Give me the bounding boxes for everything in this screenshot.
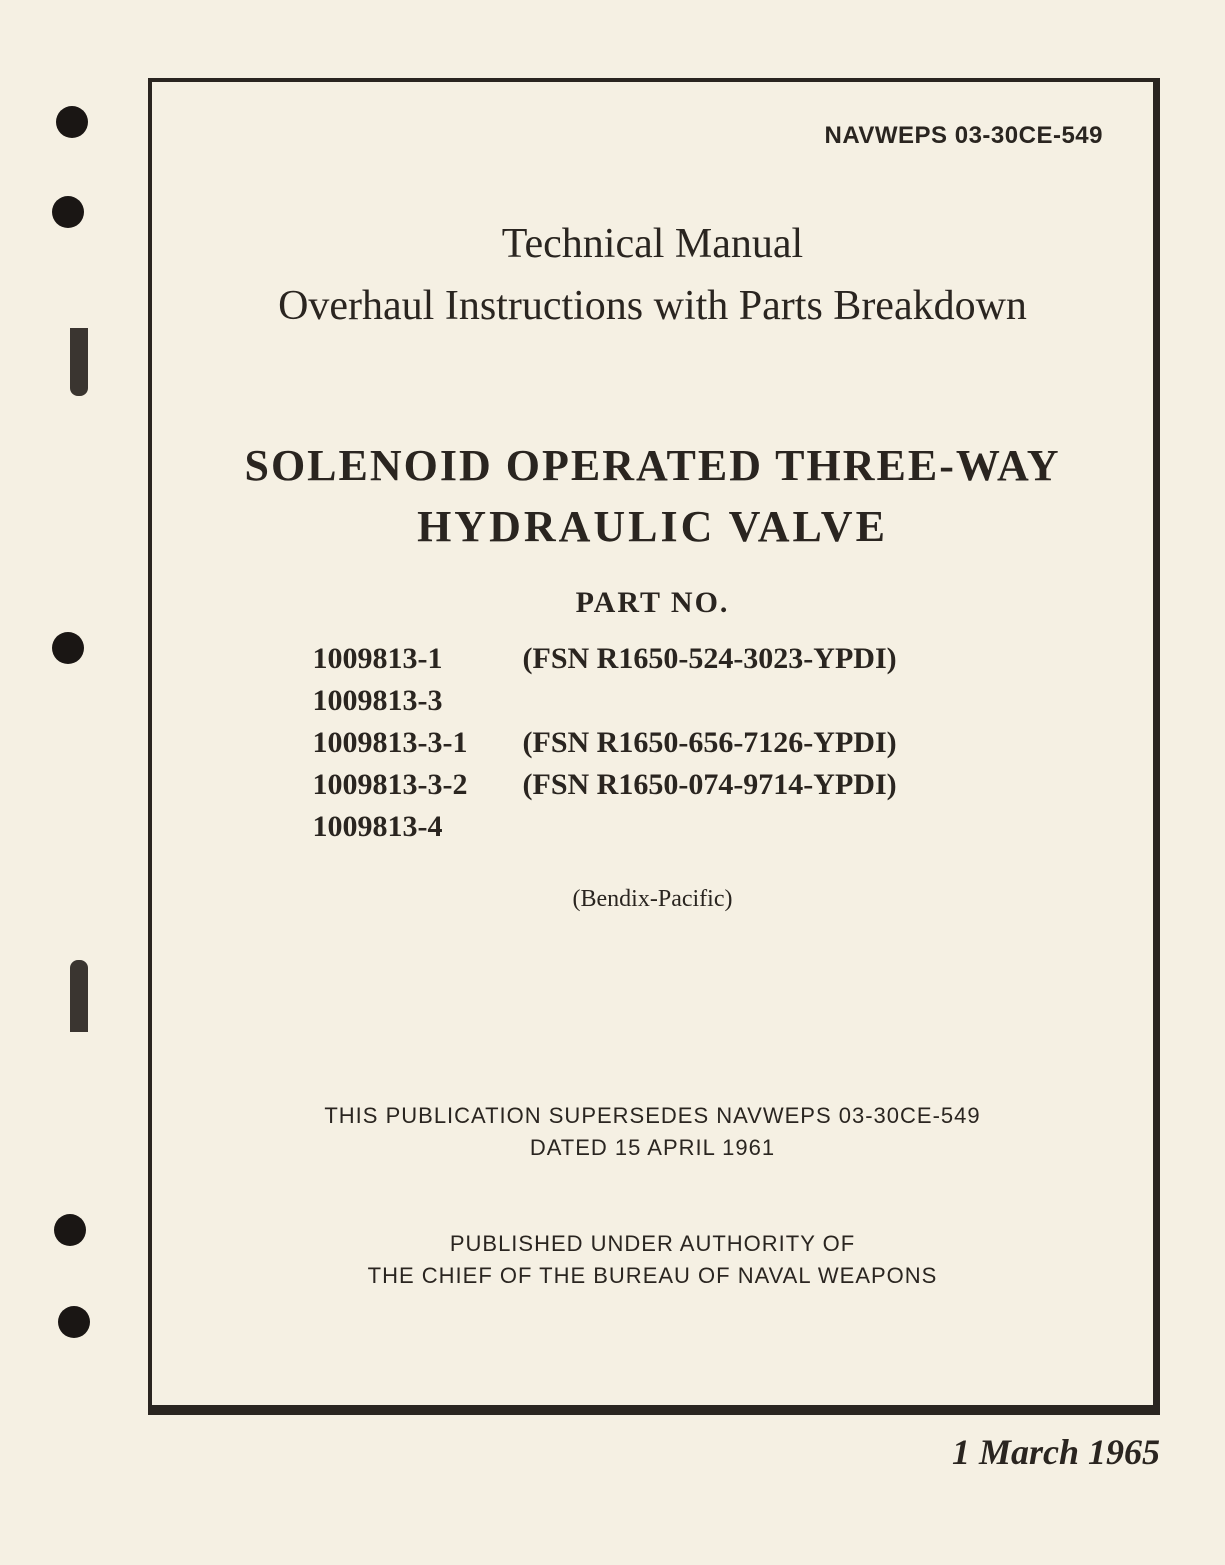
binding-mark [70,328,88,396]
parts-table: 1009813-1 (FSN R1650-524-3023-YPDI) 1009… [313,642,993,844]
part-number-header: PART NO. [202,586,1103,620]
subject-line-1: SOLENOID OPERATED THREE-WAY [202,440,1103,491]
title-line-2: Overhaul Instructions with Parts Breakdo… [202,282,1103,330]
punch-hole [54,1214,86,1246]
punch-hole [58,1306,90,1338]
subject-line-2: HYDRAULIC VALVE [202,501,1103,552]
document-id: NAVWEPS 03-30CE-549 [202,122,1103,150]
document-frame: NAVWEPS 03-30CE-549 Technical Manual Ove… [148,78,1160,1415]
parts-row: 1009813-1 (FSN R1650-524-3023-YPDI) [313,642,993,676]
punch-hole [52,632,84,664]
fsn-number: (FSN R1650-656-7126-YPDI) [523,726,993,760]
fsn-number: (FSN R1650-074-9714-YPDI) [523,768,993,802]
parts-row: 1009813-3-1 (FSN R1650-656-7126-YPDI) [313,726,993,760]
supersedes-notice-line-2: DATED 15 APRIL 1961 [202,1135,1103,1161]
parts-row: 1009813-3-2 (FSN R1650-074-9714-YPDI) [313,768,993,802]
manufacturer: (Bendix-Pacific) [202,886,1103,913]
punch-hole [52,196,84,228]
title-line-1: Technical Manual [202,220,1103,268]
part-number: 1009813-3 [313,684,523,718]
fsn-number: (FSN R1650-524-3023-YPDI) [523,642,993,676]
authority-notice-line-2: THE CHIEF OF THE BUREAU OF NAVAL WEAPONS [202,1263,1103,1289]
part-number: 1009813-3-1 [313,726,523,760]
punch-hole [56,106,88,138]
parts-row: 1009813-4 [313,810,993,844]
part-number: 1009813-3-2 [313,768,523,802]
parts-row: 1009813-3 [313,684,993,718]
binding-mark [70,960,88,1032]
publication-date: 1 March 1965 [952,1431,1160,1473]
supersedes-notice-line-1: THIS PUBLICATION SUPERSEDES NAVWEPS 03-3… [202,1103,1103,1129]
part-number: 1009813-4 [313,810,523,844]
part-number: 1009813-1 [313,642,523,676]
authority-notice-line-1: PUBLISHED UNDER AUTHORITY OF [202,1231,1103,1257]
